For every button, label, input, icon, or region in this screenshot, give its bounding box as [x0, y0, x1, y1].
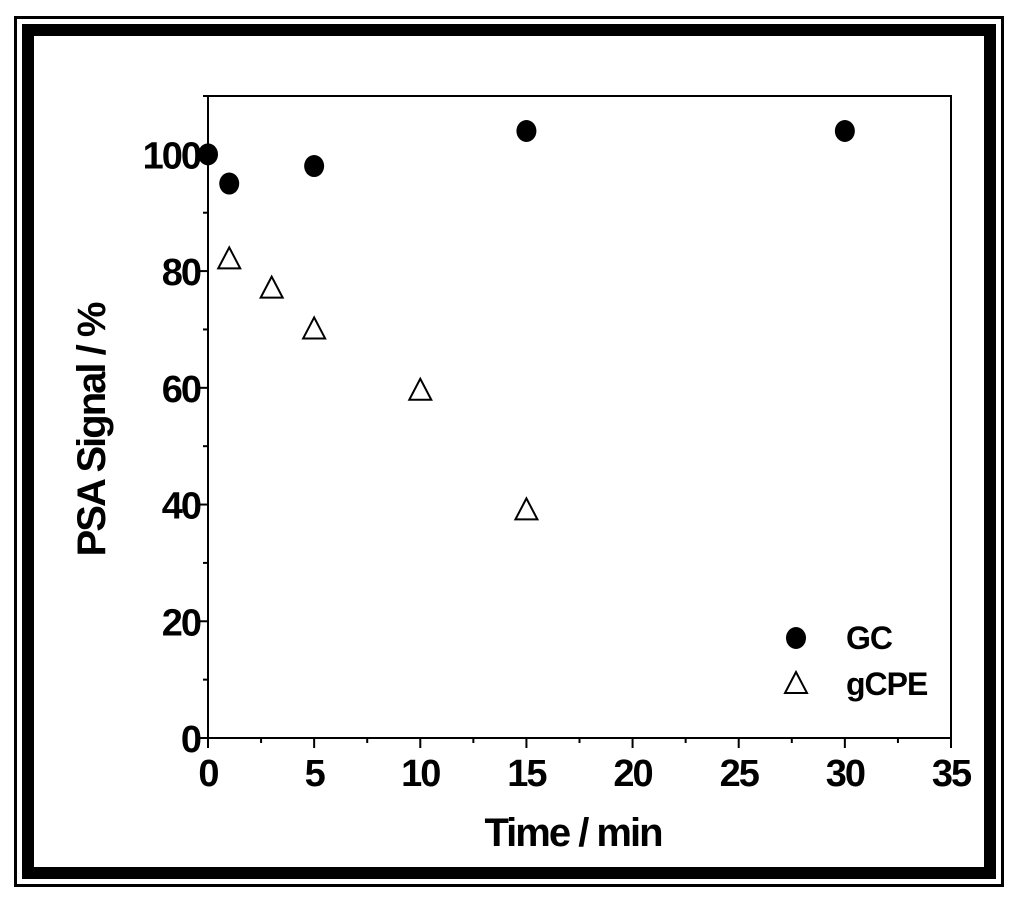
data-point-gcpe — [407, 376, 433, 401]
y-tick-label: 20 — [162, 602, 201, 644]
data-point-gc — [834, 120, 855, 143]
x-tick-label: 35 — [932, 753, 972, 795]
inner-border — [22, 24, 996, 879]
data-point-gcpe — [513, 496, 540, 521]
y-axis: 0 20 40 60 80 100 — [143, 95, 208, 761]
x-tick-label: 0 — [198, 753, 218, 795]
legend-marker-gcpe — [783, 669, 809, 694]
data-point-gc — [304, 155, 325, 178]
plot-area — [207, 95, 952, 739]
x-tick-label: 25 — [720, 753, 760, 795]
y-tick-label: 80 — [162, 252, 201, 294]
data-point-gcpe — [216, 245, 242, 270]
y-tick-label: 60 — [162, 369, 201, 411]
series-layer — [198, 120, 855, 521]
plot-frame — [207, 95, 952, 739]
data-point-gc — [516, 120, 537, 143]
x-tick-label: 15 — [507, 753, 547, 795]
series-gc — [198, 120, 855, 195]
series-gcpe — [216, 245, 540, 521]
x-tick-label: 10 — [401, 753, 440, 795]
legend: GC gCPE — [783, 620, 929, 702]
y-tick-label: 40 — [162, 486, 201, 528]
x-tick-label: 30 — [826, 753, 865, 795]
x-tick-label: 20 — [613, 753, 652, 795]
legend-label-gcpe: gCPE — [846, 666, 928, 702]
data-point-gc — [198, 143, 218, 166]
legend-label-gc: GC — [846, 620, 893, 656]
x-axis-title: Time / min — [484, 811, 661, 855]
data-point-gc — [219, 172, 240, 195]
data-point-gcpe — [301, 315, 327, 340]
y-tick-label: 100 — [143, 135, 201, 177]
y-axis-title: PSA Signal / % — [70, 302, 114, 556]
y-tick-label: 0 — [181, 719, 201, 761]
outer-border — [14, 16, 1004, 887]
legend-marker-gc — [786, 627, 806, 649]
data-point-gcpe — [259, 274, 285, 299]
x-tick-label: 5 — [305, 753, 326, 795]
x-axis: 0 5 10 15 20 25 30 35 — [198, 738, 974, 795]
